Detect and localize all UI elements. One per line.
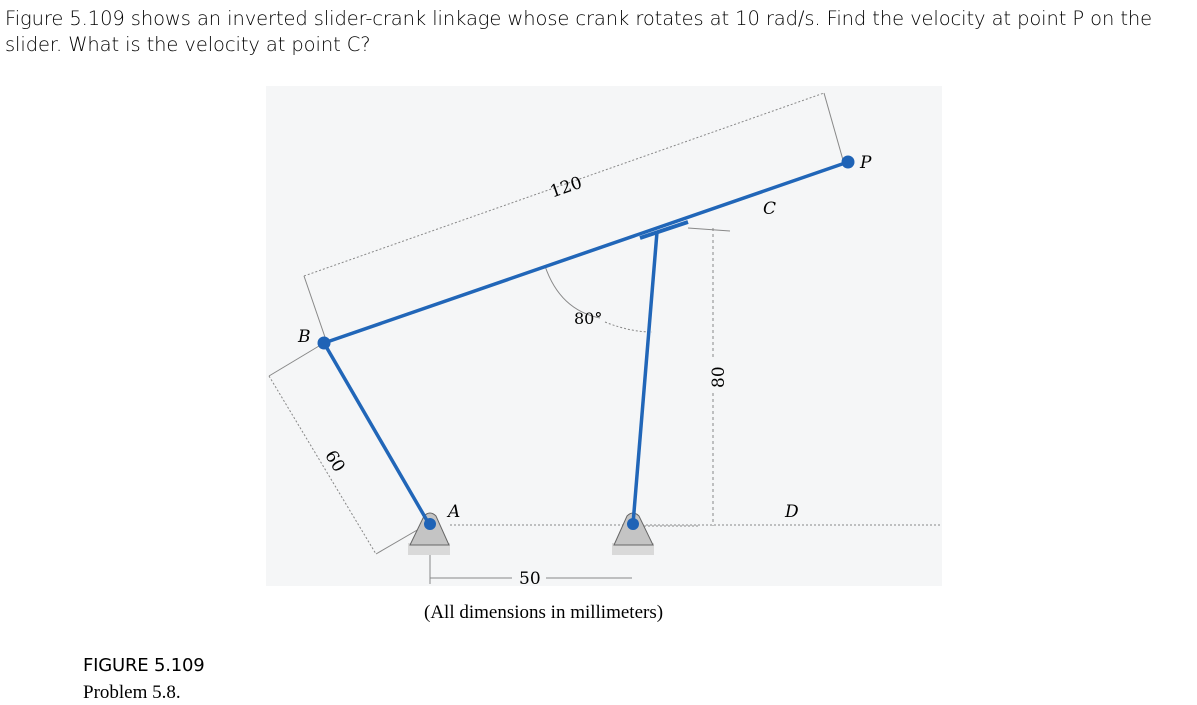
pin-p bbox=[841, 155, 855, 169]
label-p: P bbox=[859, 153, 872, 173]
pin-b bbox=[317, 336, 331, 350]
dimension-120 bbox=[303, 92, 844, 344]
angle-arc bbox=[544, 265, 601, 319]
angle-text: 80° bbox=[574, 309, 602, 328]
figure-background bbox=[266, 86, 942, 586]
label-d: D bbox=[784, 502, 799, 522]
dimension-80-text: 80 bbox=[709, 366, 729, 388]
label-a: A bbox=[446, 502, 460, 522]
slider-link-bp bbox=[323, 160, 849, 345]
figure-caption-label: FIGURE 5.109 bbox=[83, 655, 205, 676]
label-b: B bbox=[297, 327, 311, 347]
pin-d bbox=[627, 518, 639, 530]
rocker-link bbox=[631, 231, 659, 525]
units-note: (All dimensions in millimeters) bbox=[424, 602, 664, 623]
slider-collar bbox=[639, 220, 689, 240]
figure-caption-sub: Problem 5.8. bbox=[83, 682, 181, 703]
pin-a bbox=[424, 518, 436, 530]
dimension-50-text: 50 bbox=[519, 569, 541, 589]
label-c: C bbox=[763, 199, 776, 219]
dimension-80 bbox=[640, 227, 731, 527]
problem-statement: Figure 5.109 shows an inverted slider-cr… bbox=[5, 7, 1153, 56]
crank-ab bbox=[322, 342, 431, 525]
